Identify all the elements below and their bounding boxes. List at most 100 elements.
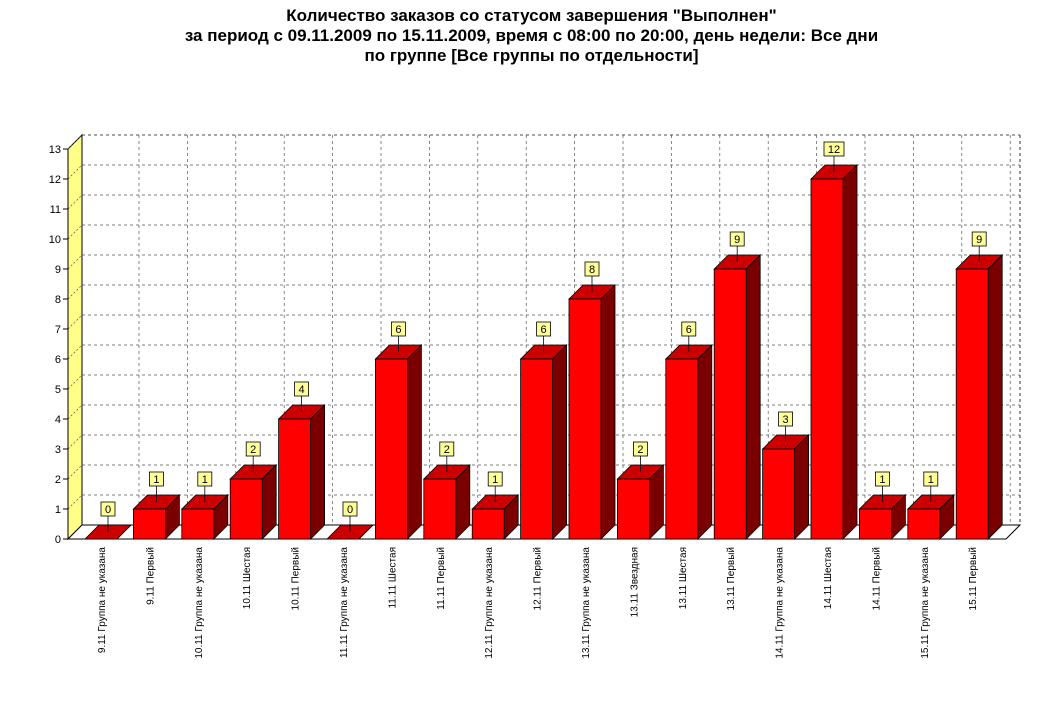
x-tick-label: 11.11 Первый xyxy=(436,547,447,610)
grid-line-wall xyxy=(67,464,83,480)
grid-line-wall xyxy=(67,134,83,150)
data-label: 9 xyxy=(976,234,982,246)
grid-line-wall xyxy=(67,224,83,240)
bar xyxy=(713,254,762,540)
bar-side xyxy=(600,284,616,540)
data-label: 2 xyxy=(250,444,256,456)
bar-front xyxy=(520,358,553,540)
data-label: 12 xyxy=(828,144,840,156)
x-tick-label: 9.11 Первый xyxy=(145,547,156,605)
data-label-box xyxy=(390,321,406,337)
data-label-box xyxy=(245,441,261,457)
data-label-box xyxy=(536,321,551,337)
bar xyxy=(132,494,181,540)
data-label-box xyxy=(342,501,358,517)
data-label-box xyxy=(971,231,987,247)
bar-front xyxy=(665,358,699,540)
chart-title-line-1: Количество заказов со статусом завершени… xyxy=(286,6,777,25)
grid-line-wall xyxy=(67,254,83,270)
grid-line-wall xyxy=(67,164,83,180)
data-label: 1 xyxy=(492,474,498,486)
y-tick-label: 13 xyxy=(49,144,61,156)
bar xyxy=(906,494,955,540)
grid-line-wall xyxy=(67,404,83,420)
bar-front xyxy=(955,268,989,540)
bar xyxy=(374,344,423,540)
data-label-box xyxy=(197,471,213,487)
grid-line-wall xyxy=(67,314,83,330)
data-label: 1 xyxy=(202,474,208,486)
bar-front xyxy=(713,268,747,540)
y-tick-label: 8 xyxy=(55,294,61,306)
bar-front xyxy=(423,478,457,540)
bar-front xyxy=(568,298,602,540)
x-tick-label: 12.11 Группа не указана xyxy=(484,547,495,659)
data-label-box xyxy=(681,321,697,337)
x-tick-label: 14.11 Первый xyxy=(871,547,882,610)
data-label: 8 xyxy=(589,264,595,276)
grid-line-wall xyxy=(67,344,83,360)
bar-front xyxy=(374,358,408,540)
data-label: 2 xyxy=(444,444,450,456)
bar-front xyxy=(859,508,892,540)
x-tick-label: 14.11 Шестая xyxy=(823,547,834,609)
x-tick-label: 13.11 Звездная xyxy=(629,547,640,617)
bar xyxy=(664,344,713,540)
y-tick-label: 7 xyxy=(55,324,61,336)
data-label: 6 xyxy=(686,324,692,336)
x-tick-label: 13.11 Первый xyxy=(726,547,737,610)
y-tick-label: 10 xyxy=(49,234,61,246)
bar xyxy=(277,404,326,540)
data-label-box xyxy=(633,441,648,457)
bar-front xyxy=(617,478,650,540)
bar xyxy=(422,464,471,540)
data-label-box xyxy=(584,261,600,277)
data-label: 6 xyxy=(541,324,547,336)
x-tick-label: 10.11 Первый xyxy=(291,547,302,610)
x-tick-label: 15.11 Группа не указана xyxy=(920,547,931,659)
bar xyxy=(616,464,665,540)
bar-side xyxy=(987,254,1003,540)
chart-title: Количество заказов со статусом завершени… xyxy=(0,6,1063,66)
data-label: 2 xyxy=(637,444,643,456)
data-label-box xyxy=(923,471,939,487)
bar xyxy=(810,164,858,540)
data-label-box xyxy=(439,441,455,457)
grid-line-wall xyxy=(67,194,83,210)
grid-line-wall xyxy=(67,434,83,450)
bar xyxy=(568,284,616,540)
data-label-box xyxy=(294,381,310,397)
data-label: 0 xyxy=(347,504,353,516)
chart-title-line-3: по группе [Все группы по отдельности] xyxy=(364,46,699,65)
x-tick-label: 13.11 Группа не указана xyxy=(581,547,592,659)
bar-front xyxy=(229,478,263,540)
x-tick-label: 10.11 Шестая xyxy=(242,547,253,609)
data-label: 1 xyxy=(153,474,159,486)
data-label: 0 xyxy=(105,504,111,516)
x-tick-label: 10.11 Группа не указана xyxy=(194,547,205,659)
bar-side xyxy=(310,404,326,540)
data-label-box xyxy=(148,471,164,487)
y-tick-label: 9 xyxy=(55,264,61,276)
bar-side xyxy=(552,344,567,540)
bar xyxy=(229,464,278,540)
data-label-box xyxy=(100,501,116,517)
bar-side xyxy=(745,254,761,540)
x-tick-label: 14.11 Группа не указана xyxy=(775,547,786,659)
bar xyxy=(519,344,568,540)
y-tick-label: 6 xyxy=(55,354,61,366)
bar-front xyxy=(132,508,166,540)
bar-front xyxy=(810,178,844,540)
bar-side xyxy=(406,344,422,540)
bar-side xyxy=(842,164,858,540)
x-tick-label: 9.11 Группа не указана xyxy=(97,547,108,654)
data-label: 3 xyxy=(783,414,789,426)
data-label-box xyxy=(875,471,890,487)
grid-line-wall xyxy=(67,494,83,510)
y-tick-label: 1 xyxy=(55,504,61,516)
bar-front xyxy=(278,418,312,540)
y-tick-label: 11 xyxy=(50,204,61,216)
data-label-box xyxy=(729,231,745,247)
bar-side xyxy=(697,344,713,540)
